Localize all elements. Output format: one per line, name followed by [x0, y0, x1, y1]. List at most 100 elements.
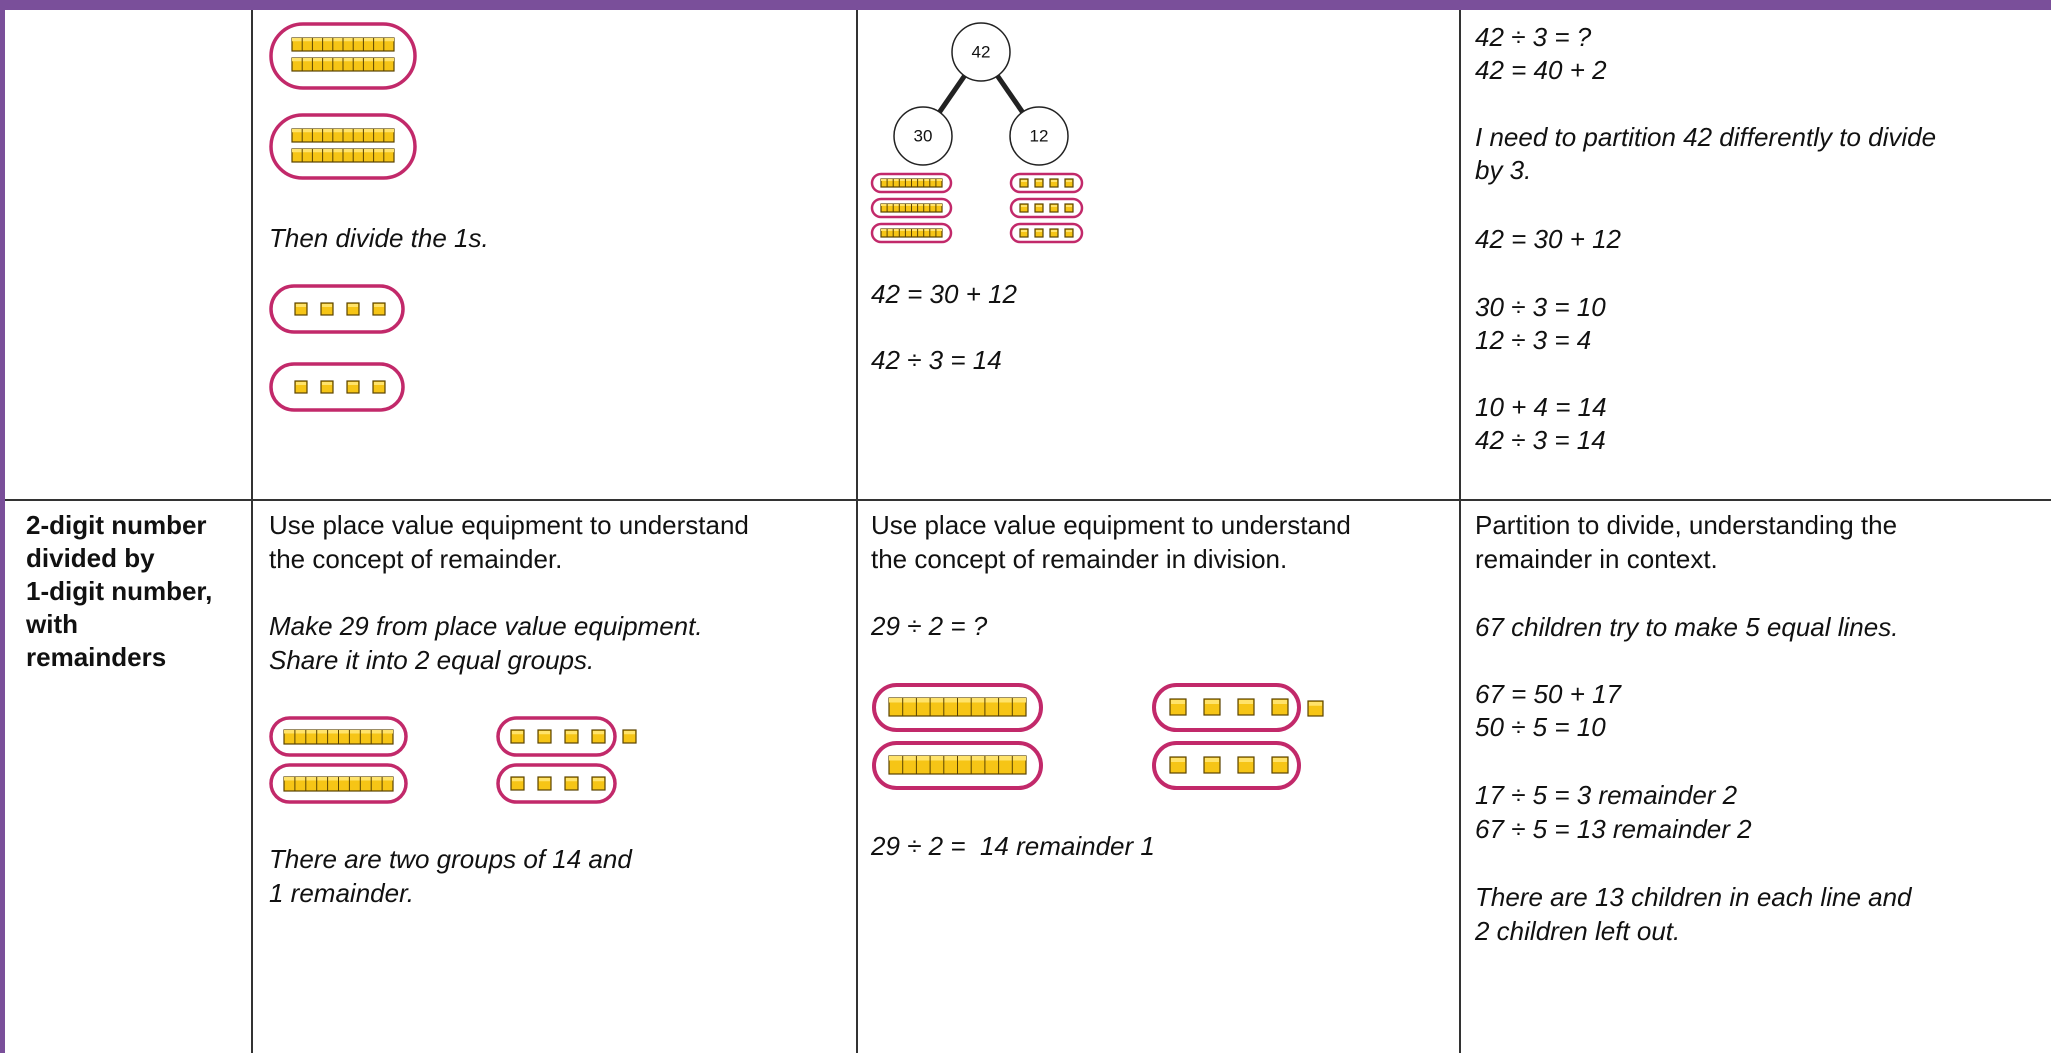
text-line: 42 ÷ 3 = 14 [1475, 425, 1606, 455]
manipulatives [269, 22, 1324, 804]
text-line: 42 ÷ 3 = 14 [871, 345, 1002, 375]
group-ring [496, 716, 617, 757]
ones-cube-top [1273, 700, 1287, 704]
ones-cube-top [1036, 205, 1042, 207]
ones-cube-top [1051, 180, 1057, 182]
ones-cube-top [1021, 205, 1027, 207]
ones-cube-top [1036, 180, 1042, 182]
text-line: 12 ÷ 3 = 4 [1475, 325, 1591, 355]
text-line: 2 children left out. [1474, 916, 1680, 946]
ones-cube [1034, 178, 1044, 188]
row-heading: 2-digit number [26, 510, 207, 540]
ones-cube-top [566, 778, 577, 782]
row-heading: divided by [26, 543, 155, 573]
ones-cube-top [1205, 700, 1219, 704]
ones-cube-top [1171, 758, 1185, 762]
ones-cube-top [1051, 205, 1057, 207]
row-heading: 1-digit number, [26, 576, 212, 606]
ones-cube [1049, 178, 1059, 188]
group-ring [1009, 172, 1084, 194]
group-ring [269, 284, 405, 334]
ones-cube [1064, 203, 1074, 213]
text-line: 42 = 30 + 12 [1475, 224, 1622, 254]
ones-cube-top [1066, 230, 1072, 232]
text-line: the concept of remainder in division. [871, 544, 1287, 574]
ones-cube-top [1021, 230, 1027, 232]
text-line: I need to partition 42 differently to di… [1475, 122, 1936, 152]
text-line: 42 = 30 + 12 [871, 279, 1018, 309]
tree-label: 12 [1030, 126, 1049, 145]
group-ring [1152, 741, 1301, 790]
ones-cube-top [1239, 700, 1253, 704]
text-line: the concept of remainder. [269, 544, 562, 574]
text-line: 67 ÷ 5 = 13 remainder 2 [1475, 814, 1752, 844]
ones-cube-top [296, 304, 306, 307]
top-border [0, 0, 2051, 10]
ones-cube [1064, 178, 1074, 188]
ones-cube-top [1171, 700, 1185, 704]
tree-label: 42 [972, 42, 991, 61]
text-line: Make 29 from place value equipment. [269, 611, 703, 641]
ones-cube-top [1273, 758, 1287, 762]
group-ring [1009, 197, 1084, 219]
ones-cube-top [348, 382, 358, 385]
ones-cube [1019, 228, 1029, 238]
text-line: 30 ÷ 3 = 10 [1475, 292, 1606, 322]
row-heading: with [25, 609, 78, 639]
text-line: 17 ÷ 5 = 3 remainder 2 [1475, 780, 1738, 810]
text-line: Use place value equipment to understand [269, 510, 749, 540]
text-line: Share it into 2 equal groups. [269, 645, 594, 675]
group-ring [1009, 222, 1084, 244]
tree-node [951, 22, 1011, 82]
ones-cube-top [1036, 230, 1042, 232]
ones-cube-top [539, 731, 550, 735]
text-line: 42 = 40 + 2 [1475, 55, 1607, 85]
text-line: 29 ÷ 2 = ? [870, 611, 988, 641]
text-line: Partition to divide, understanding the [1475, 510, 1897, 540]
text-line: 10 + 4 = 14 [1475, 392, 1607, 422]
ones-cube-top [539, 778, 550, 782]
tree-node [893, 106, 953, 166]
row-heading: remainders [26, 642, 166, 672]
text-line: by 3. [1475, 155, 1531, 185]
left-border [0, 0, 5, 1053]
ones-cube [1049, 228, 1059, 238]
ones-cube-top [322, 382, 332, 385]
ones-cube-top [1205, 758, 1219, 762]
group-ring [269, 113, 417, 180]
tree-node [1009, 106, 1069, 166]
ones-cube [1064, 228, 1074, 238]
ones-cube-top [1066, 205, 1072, 207]
text-line: Then divide the 1s. [269, 223, 489, 253]
ones-cube [1019, 203, 1029, 213]
ones-cube [1019, 178, 1029, 188]
ones-cube-top [512, 778, 523, 782]
text-line: 1 remainder. [269, 878, 414, 908]
ones-cube-top [374, 304, 384, 307]
group-ring [269, 362, 405, 412]
text-line: remainder in context. [1475, 544, 1718, 574]
ones-cube-top [624, 731, 635, 735]
text-line: 29 ÷ 2 = 14 remainder 1 [870, 831, 1155, 861]
ones-cube-top [593, 778, 604, 782]
text-line: 42 ÷ 3 = ? [1475, 22, 1592, 52]
ones-cube [1034, 228, 1044, 238]
group-ring [269, 22, 417, 90]
ones-cube-top [1051, 230, 1057, 232]
ones-cube-top [512, 731, 523, 735]
ones-cube-top [1239, 758, 1253, 762]
ones-cube-top [566, 731, 577, 735]
ones-cube-top [1021, 180, 1027, 182]
text-line: Use place value equipment to understand [871, 510, 1351, 540]
tree-label: 30 [914, 126, 933, 145]
group-ring [1152, 683, 1301, 732]
ones-cube [1049, 203, 1059, 213]
ones-cube-top [1309, 702, 1322, 706]
group-ring [496, 763, 617, 804]
ones-cube-top [374, 382, 384, 385]
text-line: 67 children try to make 5 equal lines. [1475, 612, 1898, 642]
text-line: There are two groups of 14 and [269, 844, 633, 874]
text-line: 67 = 50 + 17 [1475, 679, 1623, 709]
text-line: 50 ÷ 5 = 10 [1475, 712, 1606, 742]
